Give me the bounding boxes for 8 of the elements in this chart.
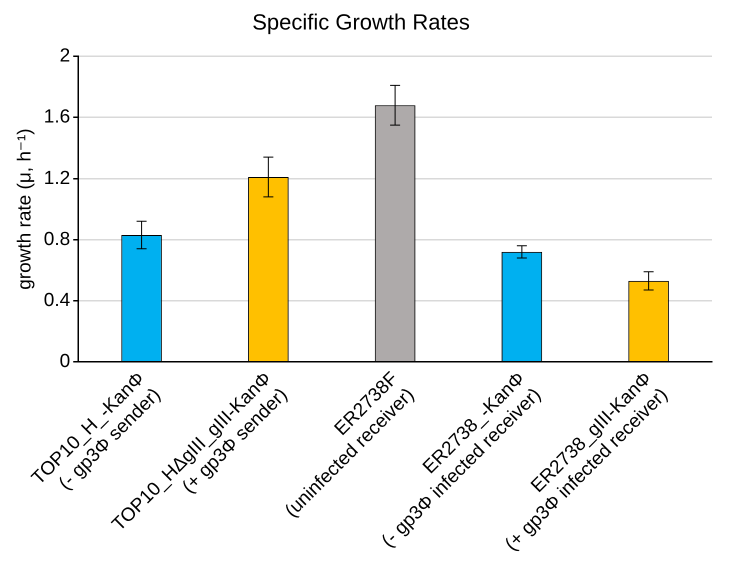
y-tick-label: 0 [60,351,70,372]
chart-title: Specific Growth Rates [252,9,470,34]
y-tick-label: 2 [60,46,70,67]
y-tick-label: 1.2 [44,168,70,189]
y-axis-title: growth rate (μ, h⁻¹) [14,128,36,290]
y-tick-label: 0.8 [44,228,70,250]
y-tick-label: 0.4 [44,290,71,311]
y-tick-label: 1.6 [44,106,70,128]
